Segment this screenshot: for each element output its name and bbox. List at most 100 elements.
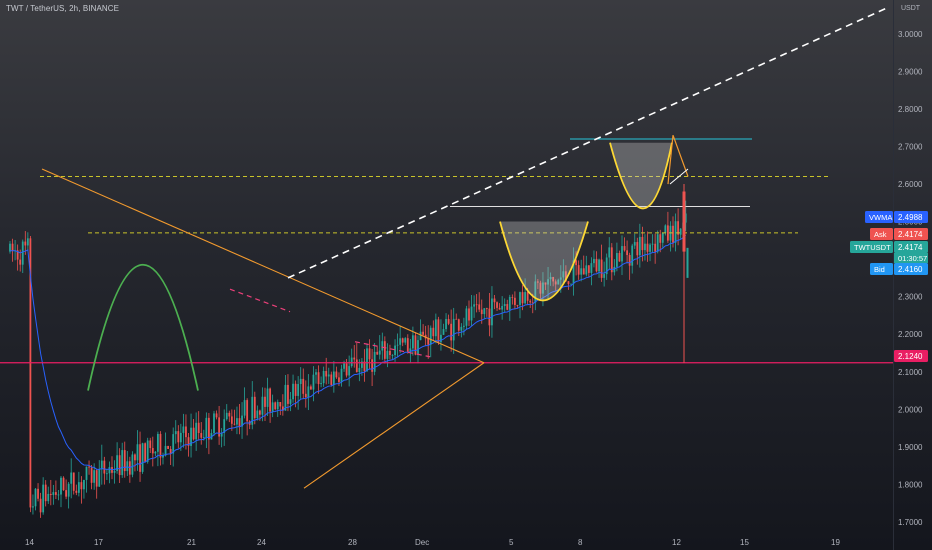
bid-badge[interactable]: Bid 2.4160 xyxy=(870,263,928,275)
last-price-badge[interactable]: TWTUSDT 2.4174 xyxy=(850,241,928,253)
candle-body xyxy=(616,253,618,267)
candle-body xyxy=(340,368,343,382)
candle-body xyxy=(641,236,644,251)
candle-body xyxy=(39,498,42,513)
vwma-badge-value: 2.4988 xyxy=(898,213,923,222)
level-badge-value-box xyxy=(894,350,928,362)
candle-body xyxy=(412,335,414,349)
candle-body xyxy=(534,281,537,303)
candle-body xyxy=(225,412,228,420)
candle-body xyxy=(149,440,152,449)
candle-body xyxy=(192,427,195,440)
candle-body xyxy=(406,338,409,352)
candle-body xyxy=(42,484,45,513)
candle-body xyxy=(325,371,328,377)
time-tick-label: 15 xyxy=(740,538,749,547)
candle-body xyxy=(322,371,325,384)
candle-body xyxy=(312,374,315,390)
candle-body xyxy=(437,319,440,343)
candle-body xyxy=(559,277,562,280)
candle-body xyxy=(674,221,677,243)
last-price-badge-label: TWTUSDT xyxy=(854,243,891,252)
handle-line xyxy=(669,168,689,185)
candle-body xyxy=(419,331,422,341)
candle-body xyxy=(29,238,32,508)
candle-body xyxy=(103,460,106,474)
vwma-badge-label: VWMA xyxy=(869,213,892,222)
candle-body xyxy=(536,281,539,283)
drop-candle xyxy=(682,191,686,252)
candle-body xyxy=(177,431,180,443)
ask-badge-value-box xyxy=(894,228,928,240)
candle-body xyxy=(241,415,243,427)
candle-body xyxy=(154,451,157,454)
candle-body xyxy=(542,282,544,294)
candle-body xyxy=(567,281,570,285)
candle-body xyxy=(677,221,679,235)
candle-body xyxy=(672,225,674,243)
candle-body xyxy=(575,260,577,266)
candle-body xyxy=(72,472,75,491)
candle-body xyxy=(343,363,345,369)
time-tick-label: 28 xyxy=(348,538,357,547)
candle-body xyxy=(557,279,560,285)
candle-body xyxy=(261,396,264,415)
candle-body xyxy=(562,271,565,278)
price-tick-label: 2.2000 xyxy=(898,330,923,339)
candle-body xyxy=(230,416,233,424)
candle-body xyxy=(679,228,682,235)
candle-body xyxy=(422,331,424,335)
price-tick-label: 3.0000 xyxy=(898,30,923,39)
candle-body xyxy=(396,344,399,346)
candle-body xyxy=(401,338,404,343)
price-tick-label: 2.9000 xyxy=(898,67,923,76)
candle-body xyxy=(70,472,73,484)
candle-body xyxy=(95,470,98,487)
ask-badge-tag xyxy=(870,228,893,240)
candle-body xyxy=(526,292,529,301)
triangle-line xyxy=(41,168,485,364)
candle-body xyxy=(126,461,129,472)
candle-body xyxy=(376,351,379,355)
candle-body xyxy=(531,302,534,304)
candle-body xyxy=(121,450,124,476)
candle-body xyxy=(478,304,481,310)
candle-body xyxy=(465,308,468,326)
candles-layer xyxy=(9,200,687,518)
candle-body xyxy=(638,236,641,256)
candle-body xyxy=(220,433,223,437)
candle-body xyxy=(213,413,215,434)
candle-body xyxy=(345,363,348,376)
candle-body xyxy=(644,243,646,251)
price-tick-label: 1.9000 xyxy=(898,443,923,452)
candle-body xyxy=(473,304,475,307)
price-tick-label: 1.8000 xyxy=(898,480,923,489)
time-tick-label: 12 xyxy=(672,538,681,547)
candle-body xyxy=(304,393,307,398)
candle-body xyxy=(37,488,39,499)
candle-body xyxy=(182,426,185,433)
candle-body xyxy=(116,455,118,471)
vwma-badge[interactable]: VWMA 2.4988 xyxy=(865,211,928,223)
candle-body xyxy=(228,412,231,417)
currency-label: USDT xyxy=(901,5,921,12)
candle-body xyxy=(570,283,572,285)
ask-badge[interactable]: Ask 2.4174 xyxy=(870,228,928,240)
level-badge[interactable]: 2.1240 xyxy=(894,350,928,362)
candle-body xyxy=(19,259,22,265)
bid-badge-label: Bid xyxy=(874,265,885,274)
candle-body xyxy=(593,258,595,264)
candle-body xyxy=(475,304,478,306)
candle-body xyxy=(266,388,269,407)
candle-body xyxy=(452,318,455,341)
candle-body xyxy=(442,329,445,335)
countdown-value: 01:30:57 xyxy=(898,254,927,263)
candle-body xyxy=(332,371,335,386)
candle-body xyxy=(310,386,312,390)
candle-body xyxy=(621,246,623,262)
candle-body xyxy=(447,318,450,324)
ask-badge-label: Ask xyxy=(874,230,887,239)
candle-body xyxy=(256,410,259,419)
candle-body xyxy=(636,242,639,256)
